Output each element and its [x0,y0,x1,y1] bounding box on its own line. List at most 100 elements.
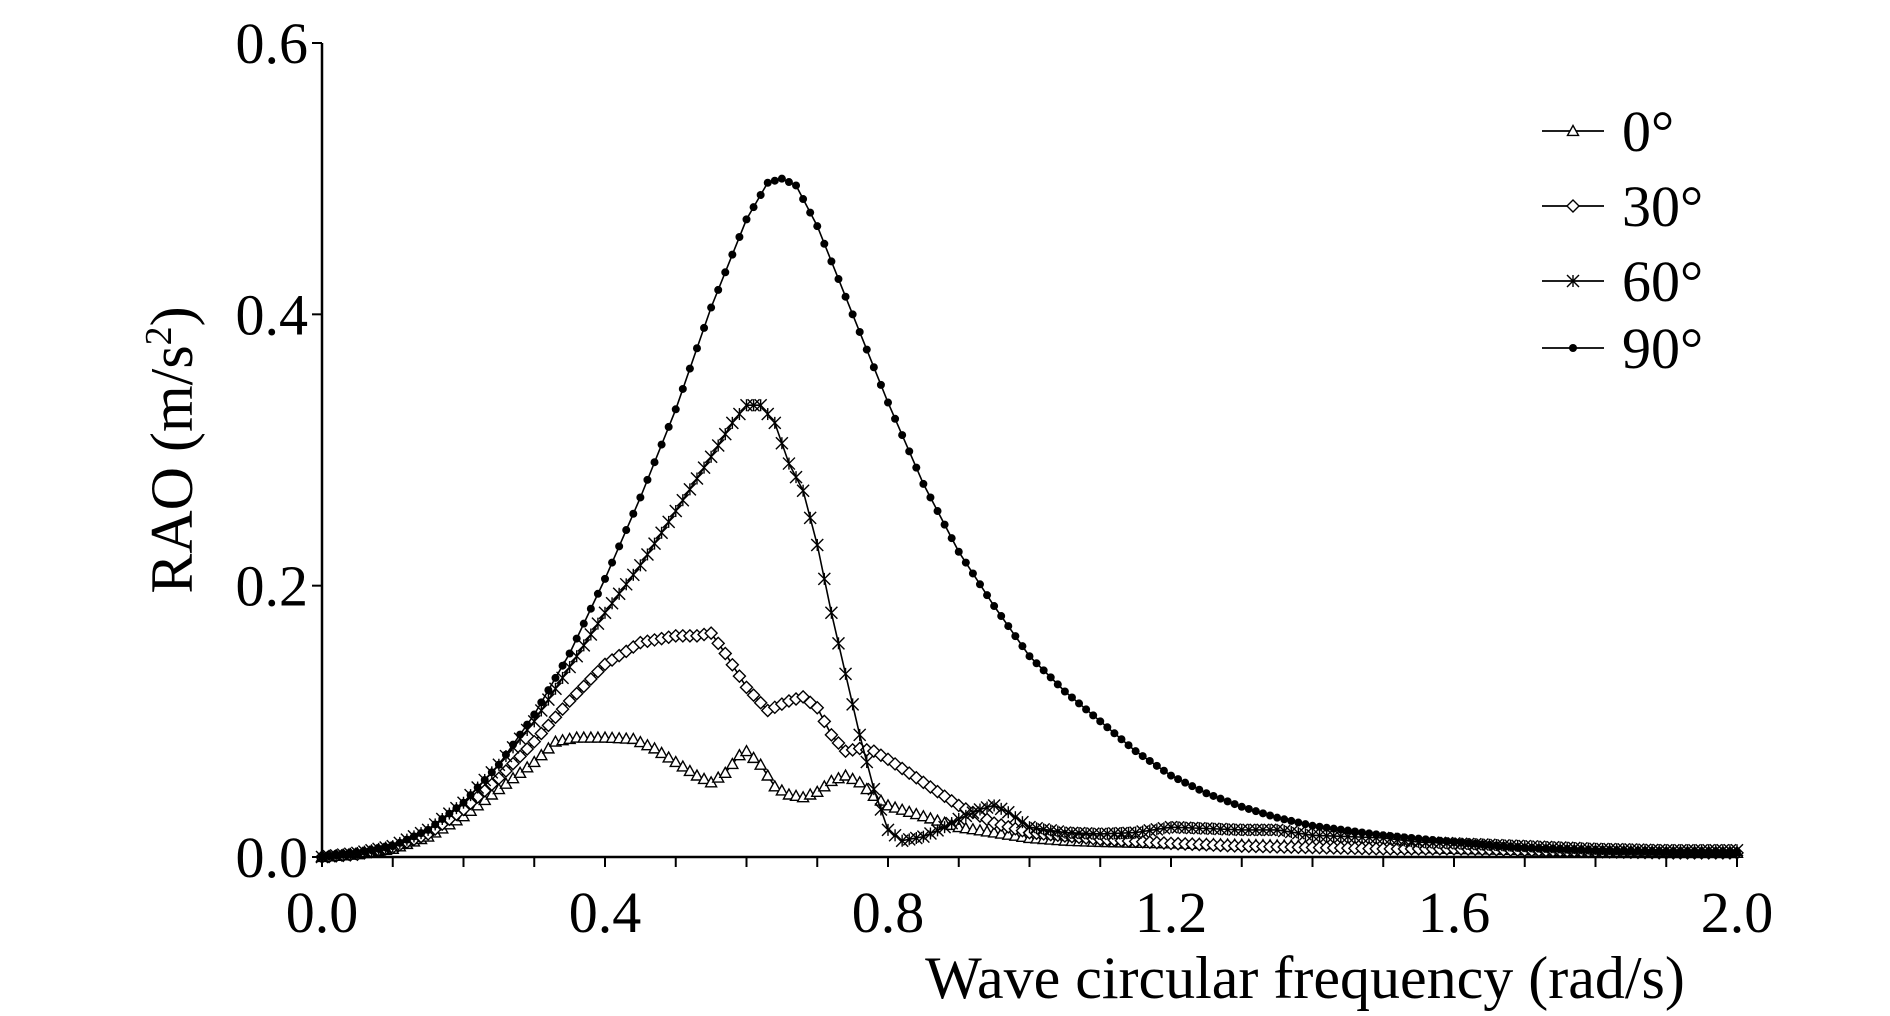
data-point [697,772,711,785]
data-point [534,748,549,761]
data-point [1266,811,1275,820]
data-point [770,176,779,185]
data-point [676,493,690,507]
data-point [966,822,980,835]
data-point [990,602,999,611]
data-point [520,742,535,756]
data-point [947,534,956,543]
data-point [831,636,845,650]
data-point [424,825,433,834]
data-point [980,824,994,837]
data-point [697,461,711,475]
data-point [551,673,560,682]
data-point [374,844,383,853]
x-tick-label: 0.4 [569,880,642,945]
data-point [895,802,909,815]
data-point [678,384,687,393]
data-point [669,504,683,518]
data-point [789,789,803,802]
data-point [1534,844,1543,853]
data-point [855,327,864,336]
data-point [704,626,719,641]
data-point [692,344,701,353]
data-point [1350,827,1359,836]
data-point [516,730,525,739]
data-point [1004,622,1013,631]
data-point [417,829,426,838]
data-point [1633,847,1642,856]
data-point [615,542,624,551]
data-point [761,768,775,781]
data-point [633,735,648,748]
data-point [619,577,633,591]
data-point [1414,834,1423,843]
data-point [1527,843,1536,852]
data-point [874,803,888,817]
data-point [1145,756,1154,765]
data-point [367,846,376,855]
data-point [1492,841,1501,850]
data-point [714,285,723,294]
plot-area [315,174,1744,864]
data-point [513,749,528,764]
legend-marker [1566,199,1580,213]
data-point [346,849,355,858]
data-point [676,759,690,772]
data-point [721,268,730,277]
data-point [1379,831,1388,840]
data-point [796,484,810,498]
legend-label: 0° [1622,99,1674,164]
data-point [1662,847,1671,856]
data-point [569,686,584,701]
data-point [983,591,992,600]
data-point [853,728,867,742]
data-point [732,669,747,684]
data-point [876,380,885,389]
data-point [968,569,977,578]
data-point [763,178,772,187]
data-point [431,820,440,829]
data-point [671,405,680,414]
data-point [590,664,605,679]
data-point [1280,815,1289,824]
data-point [1258,809,1267,818]
data-point [654,746,669,759]
data-point [527,755,541,768]
data-point [1393,832,1402,841]
data-point [909,807,923,820]
data-point [612,587,626,601]
data-point [980,800,994,814]
data-point [1117,735,1126,744]
data-point [555,702,570,717]
legend: 0° 30° 60°90° [1542,99,1703,381]
data-point [959,821,973,834]
data-point [1089,711,1098,720]
data-point [1541,844,1550,853]
data-point [987,798,1001,812]
data-point [1308,821,1317,830]
data-point [1478,840,1487,849]
data-point [782,787,796,800]
legend-entry: 60° [1542,249,1703,314]
data-point [768,779,782,792]
data-point [1343,826,1352,835]
data-point [782,457,796,471]
series-star [315,398,1744,864]
data-point [655,526,669,540]
data-point [728,250,737,259]
data-point [846,697,860,711]
data-point [605,596,619,610]
data-point [1358,828,1367,837]
data-point [848,310,857,319]
data-point [506,756,521,771]
data-point [1103,723,1112,732]
data-point [839,667,853,681]
data-point [353,848,362,857]
data-point [1556,844,1565,853]
data-point [1612,846,1621,855]
data-point [1520,843,1529,852]
data-point [669,755,683,768]
data-point [973,823,987,836]
